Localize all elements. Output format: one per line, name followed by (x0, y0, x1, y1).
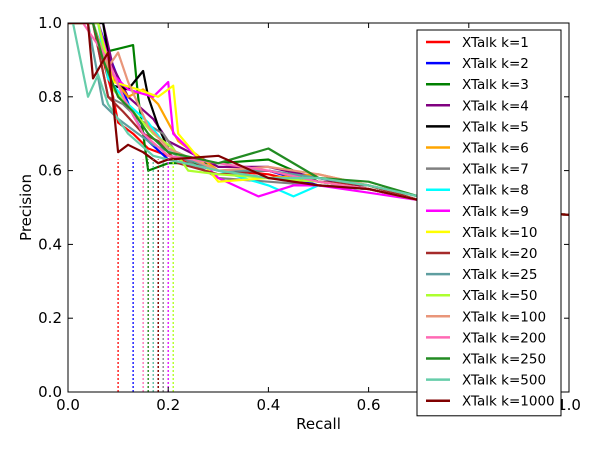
y-tick-label: 0.4 (38, 235, 62, 253)
legend-label-9: XTalk k=9 (462, 204, 529, 220)
legend-label-10: XTalk k=10 (462, 225, 537, 241)
legend-label-18: XTalk k=1000 (462, 394, 555, 410)
legend-label-2: XTalk k=2 (462, 56, 529, 72)
axis-layer: 0.00.20.40.60.81.00.00.20.40.60.81.0 (38, 14, 581, 414)
legend-box (416, 29, 562, 417)
y-tick-label: 0.0 (38, 383, 62, 401)
y-tick-label: 1.0 (38, 14, 62, 32)
legend-label-3: XTalk k=3 (462, 77, 529, 93)
legend-label-1: XTalk k=1 (462, 35, 529, 51)
x-tick-label: 0.0 (56, 396, 80, 414)
y-tick-label: 0.8 (38, 88, 62, 106)
y-axis-label: Precision (17, 174, 35, 241)
x-tick-label: 0.4 (256, 396, 280, 414)
legend-label-5: XTalk k=5 (462, 119, 529, 135)
legend-label-16: XTalk k=250 (462, 352, 546, 368)
y-tick-label: 0.2 (38, 309, 62, 327)
legend-label-13: XTalk k=50 (462, 288, 537, 304)
legend-label-15: XTalk k=200 (462, 330, 546, 346)
x-axis-label: Recall (296, 415, 341, 433)
legend: XTalk k=1 XTalk k=2 XTalk k=3 XTalk k=4 XTal… (416, 29, 562, 417)
legend-label-8: XTalk k=8 (462, 183, 529, 199)
y-tick-label: 0.6 (38, 162, 62, 180)
legend-label-14: XTalk k=100 (462, 309, 546, 325)
legend-label-12: XTalk k=25 (462, 267, 537, 283)
legend-label-17: XTalk k=500 (462, 373, 546, 389)
legend-label-7: XTalk k=7 (462, 162, 529, 178)
legend-label-6: XTalk k=6 (462, 141, 529, 157)
cutoff-layer (117, 159, 174, 392)
x-tick-label: 1.0 (557, 396, 581, 414)
legend-label-11: XTalk k=20 (462, 246, 537, 262)
legend-label-4: XTalk k=4 (462, 98, 529, 114)
plot-frame (67, 22, 570, 393)
x-tick-label: 0.2 (156, 396, 180, 414)
x-tick-label: 0.6 (357, 396, 381, 414)
